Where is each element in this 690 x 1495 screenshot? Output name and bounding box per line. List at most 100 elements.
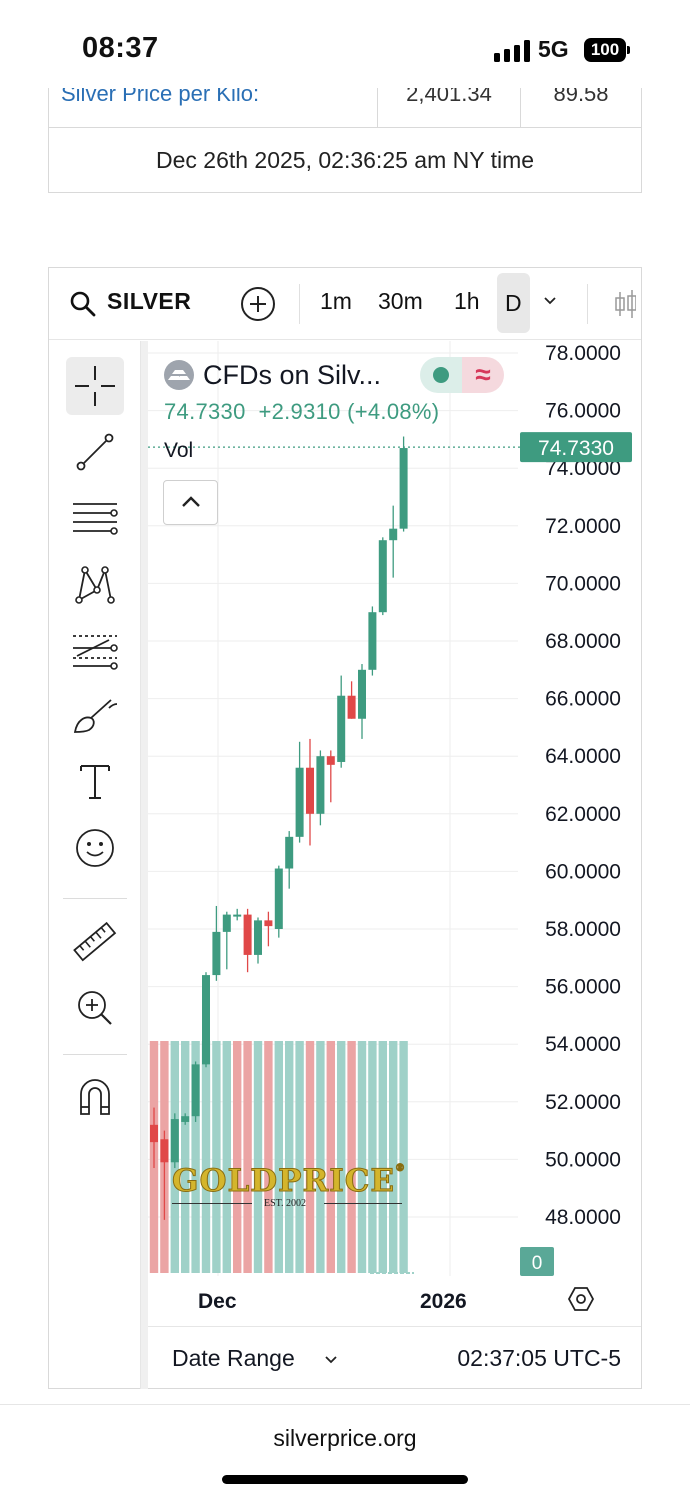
volume-bar-17 xyxy=(326,1041,335,1273)
candle-body-17 xyxy=(326,756,335,765)
y-tick-label-6: 66.0000 xyxy=(545,688,621,711)
y-tick-label-15: 48.0000 xyxy=(545,1206,621,1229)
collapse-legend-button[interactable] xyxy=(163,480,218,525)
last-price-badge-label: 74.7330 xyxy=(538,437,614,460)
volume-bar-22 xyxy=(378,1041,387,1273)
chevron-down-icon[interactable] xyxy=(324,1355,338,1365)
fib-tool[interactable] xyxy=(66,621,124,679)
text-icon xyxy=(80,765,110,799)
data-delay-icon: ≈ xyxy=(462,357,504,393)
emoji-tool[interactable] xyxy=(66,819,124,877)
candle-body-10 xyxy=(254,920,262,955)
candle-body-6 xyxy=(212,931,221,976)
interval-30m[interactable]: 30m xyxy=(378,288,423,314)
price-table: Silver Price per Kilo: 2,401.34 89.58 De… xyxy=(48,88,642,193)
volume-bar-4 xyxy=(191,1041,200,1273)
chart-settings-icon[interactable] xyxy=(567,1285,595,1313)
last-price-badge xyxy=(520,432,632,463)
candle-body-24 xyxy=(399,448,408,529)
volume-bar-18 xyxy=(337,1041,346,1273)
goldprice-logo: GOLDPRICE® EST. 2002 xyxy=(171,1163,405,1213)
symbol-legend[interactable]: CFDs on Silv... xyxy=(164,355,381,395)
battery-level: 100 xyxy=(584,38,626,62)
volume-bar-12 xyxy=(274,1041,283,1273)
volume-bar-19 xyxy=(347,1041,356,1273)
volume-legend[interactable]: Vol xyxy=(164,439,194,462)
market-status-pill[interactable]: ≈ xyxy=(420,357,504,393)
toolbar-gutter xyxy=(141,341,148,1389)
candle-body-11 xyxy=(264,920,273,927)
candle-body-0 xyxy=(150,1124,158,1143)
price-table-row: Silver Price per Kilo: 2,401.34 89.58 xyxy=(49,88,641,128)
compare-add-icon[interactable] xyxy=(241,287,275,321)
measure-tool[interactable] xyxy=(66,913,124,971)
interval-1m[interactable]: 1m xyxy=(320,288,352,314)
y-tick-label-9: 60.0000 xyxy=(545,860,621,883)
row-value: 2,401.34 xyxy=(377,88,521,127)
ruler-icon xyxy=(73,921,117,962)
network-type: 5G xyxy=(538,36,569,62)
interval-1h[interactable]: 1h xyxy=(454,288,480,314)
candle-body-1 xyxy=(160,1139,169,1163)
search-icon[interactable] xyxy=(69,290,97,318)
pattern-tool[interactable] xyxy=(66,555,124,613)
y-tick-label-13: 52.0000 xyxy=(545,1091,621,1114)
candle-body-16 xyxy=(316,756,325,814)
chart-pane[interactable]: 78.0000 76.0000 74.0000 72.0000 70.0000 68.00… xyxy=(148,341,641,1326)
candle-body-18 xyxy=(337,695,346,762)
y-tick-label-3: 72.0000 xyxy=(545,515,621,538)
parallel-lines-icon xyxy=(73,503,118,535)
market-open-dot-icon xyxy=(433,367,449,383)
candle-body-3 xyxy=(181,1116,190,1122)
candle-body-15 xyxy=(306,767,314,814)
zoom-in-icon xyxy=(78,991,112,1025)
time-axis[interactable]: Dec 2026 xyxy=(148,1278,641,1326)
trend-line-tool[interactable] xyxy=(66,423,124,481)
last-price: 74.7330 xyxy=(164,399,246,424)
volume-bar-11 xyxy=(264,1041,273,1273)
text-tool[interactable] xyxy=(66,753,124,811)
crosshair-tool[interactable] xyxy=(66,357,124,415)
candle-body-13 xyxy=(285,836,294,869)
symbol-title: CFDs on Silv... xyxy=(203,359,382,390)
price-change-pct: (+4.08%) xyxy=(347,399,440,424)
volume-bar-24 xyxy=(399,1041,408,1273)
volume-bar-16 xyxy=(316,1041,325,1273)
date-range-button[interactable]: Date Range xyxy=(172,1345,295,1371)
interval-d[interactable]: D xyxy=(497,273,530,333)
volume-bar-14 xyxy=(295,1041,304,1273)
candle-body-22 xyxy=(378,540,387,613)
volume-bar-5 xyxy=(201,1041,211,1273)
chart-type-candles-icon[interactable] xyxy=(614,288,636,320)
candle-body-2 xyxy=(170,1119,179,1163)
y-tick-label-8: 62.0000 xyxy=(545,803,621,826)
timezone-clock[interactable]: 02:37:05 UTC-5 xyxy=(457,1345,621,1371)
interval-dropdown-chevron-icon[interactable] xyxy=(543,294,557,308)
candle-body-9 xyxy=(243,914,252,955)
candle-body-12 xyxy=(274,868,283,929)
zoom-tool[interactable] xyxy=(66,979,124,1037)
site-url[interactable]: silverprice.org xyxy=(273,1425,417,1451)
volume-bar-6 xyxy=(212,1041,221,1273)
status-bar: 08:37 5G 100 xyxy=(0,0,690,100)
volume-bar-15 xyxy=(305,1041,315,1273)
brush-tool[interactable] xyxy=(66,687,124,745)
candle-body-21 xyxy=(368,612,377,670)
symbol-search-button[interactable]: SILVER xyxy=(107,288,192,314)
candlestick-chart[interactable]: 78.0000 76.0000 74.0000 72.0000 70.0000 68.00… xyxy=(148,341,641,1326)
y-tick-label-0: 78.0000 xyxy=(545,342,621,365)
cellular-signal-icon xyxy=(494,40,530,62)
candle-body-20 xyxy=(358,669,366,719)
chart-toolbar: SILVER 1m 30m 1h D xyxy=(49,268,641,340)
row-label-link[interactable]: Silver Price per Kilo: xyxy=(61,88,260,106)
home-indicator[interactable] xyxy=(222,1475,468,1484)
candle-body-23 xyxy=(389,528,398,541)
price-change: +2.9310 xyxy=(258,399,341,424)
candle-body-19 xyxy=(347,695,356,719)
volume-bar-23 xyxy=(389,1041,398,1273)
candle-body-7 xyxy=(222,914,231,932)
status-time: 08:37 xyxy=(82,32,159,64)
silver-bars-icon xyxy=(164,360,194,390)
horizontal-lines-tool[interactable] xyxy=(66,489,124,547)
magnet-tool[interactable] xyxy=(66,1069,124,1127)
